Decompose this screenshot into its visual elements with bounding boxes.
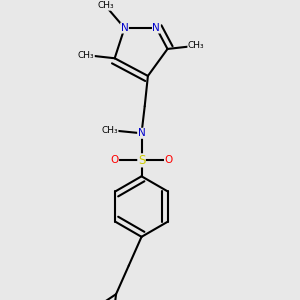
- Text: N: N: [121, 23, 128, 33]
- Text: CH₃: CH₃: [188, 41, 205, 50]
- Text: O: O: [164, 155, 173, 165]
- Text: N: N: [152, 23, 160, 33]
- Text: CH₃: CH₃: [101, 126, 118, 135]
- Text: N: N: [138, 128, 146, 138]
- Text: CH₃: CH₃: [78, 51, 94, 60]
- Text: O: O: [110, 155, 118, 165]
- Text: CH₃: CH₃: [97, 1, 114, 10]
- Text: S: S: [138, 154, 145, 167]
